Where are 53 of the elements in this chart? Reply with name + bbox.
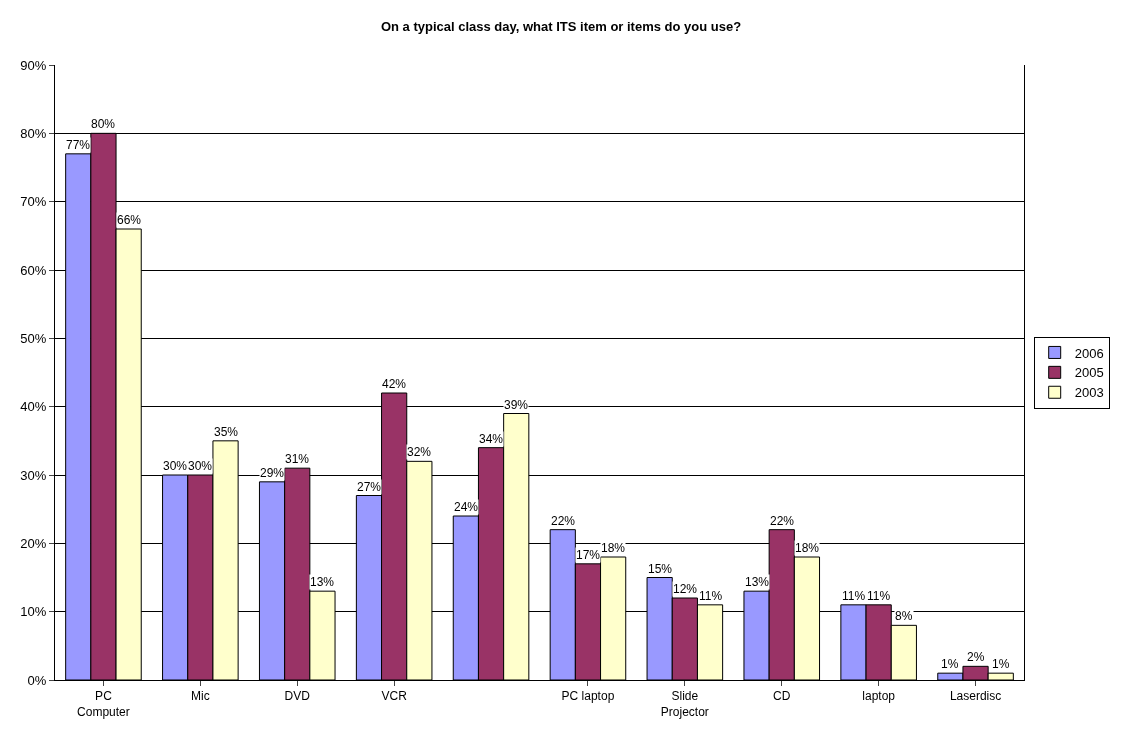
legend-label: 2003 — [1074, 385, 1104, 401]
data-label: 11% — [867, 589, 891, 603]
data-label: 12% — [673, 582, 698, 596]
y-tick-label: 30% — [20, 467, 47, 483]
y-tick-label: 80% — [20, 125, 47, 141]
x-tick-label: PC laptop — [561, 689, 615, 704]
data-label: 66% — [117, 213, 142, 227]
data-label: 42% — [382, 377, 407, 391]
legend-label: 2006 — [1074, 345, 1104, 361]
legend-label: 2005 — [1074, 365, 1104, 381]
data-label: 18% — [601, 541, 626, 555]
x-tick-label: Slide Projector — [660, 689, 709, 719]
data-label: 11% — [699, 589, 723, 603]
data-label: 8% — [895, 609, 913, 623]
data-label: 35% — [214, 425, 239, 439]
data-label: 18% — [795, 541, 820, 555]
data-label: 15% — [648, 562, 673, 576]
data-label: 1% — [941, 657, 959, 671]
x-tick-label: CD — [773, 689, 791, 704]
x-tick-label: laptop — [862, 689, 896, 704]
data-label: 30% — [163, 459, 188, 473]
y-tick-label: 0% — [27, 672, 47, 688]
data-label: 22% — [551, 514, 576, 528]
y-tick-label: 50% — [20, 330, 47, 346]
y-tick-label: 60% — [20, 262, 47, 278]
data-label: 2% — [967, 650, 985, 664]
data-label: 80% — [91, 117, 116, 131]
data-label: 39% — [504, 398, 529, 412]
data-label: 29% — [260, 466, 285, 480]
data-label: 30% — [188, 459, 213, 473]
data-label: 13% — [310, 575, 335, 589]
data-label: 24% — [454, 500, 479, 514]
data-label: 34% — [479, 432, 504, 446]
y-tick-label: 40% — [20, 399, 47, 415]
data-label: 32% — [407, 445, 432, 459]
x-tick-label: PC Computer — [77, 689, 130, 719]
chart-title: On a typical class day, what ITS item or items do you use? — [380, 19, 742, 35]
x-tick-label: Laserdisc — [949, 689, 1002, 704]
y-tick-label: 10% — [20, 604, 47, 620]
data-label: 22% — [770, 514, 795, 528]
x-tick-label: Mic — [191, 689, 210, 704]
data-label: 77% — [66, 138, 91, 152]
data-label: 1% — [992, 657, 1010, 671]
y-tick-label: 90% — [20, 57, 47, 73]
data-label: 17% — [576, 548, 601, 562]
data-label: 31% — [285, 452, 310, 466]
data-label: 11% — [842, 589, 866, 603]
x-tick-label: DVD — [284, 689, 311, 704]
data-label: 27% — [357, 480, 382, 494]
x-tick-label: VCR — [381, 689, 408, 704]
y-tick-label: 70% — [20, 194, 47, 210]
data-label: 13% — [745, 575, 770, 589]
y-tick-label: 20% — [20, 535, 47, 551]
